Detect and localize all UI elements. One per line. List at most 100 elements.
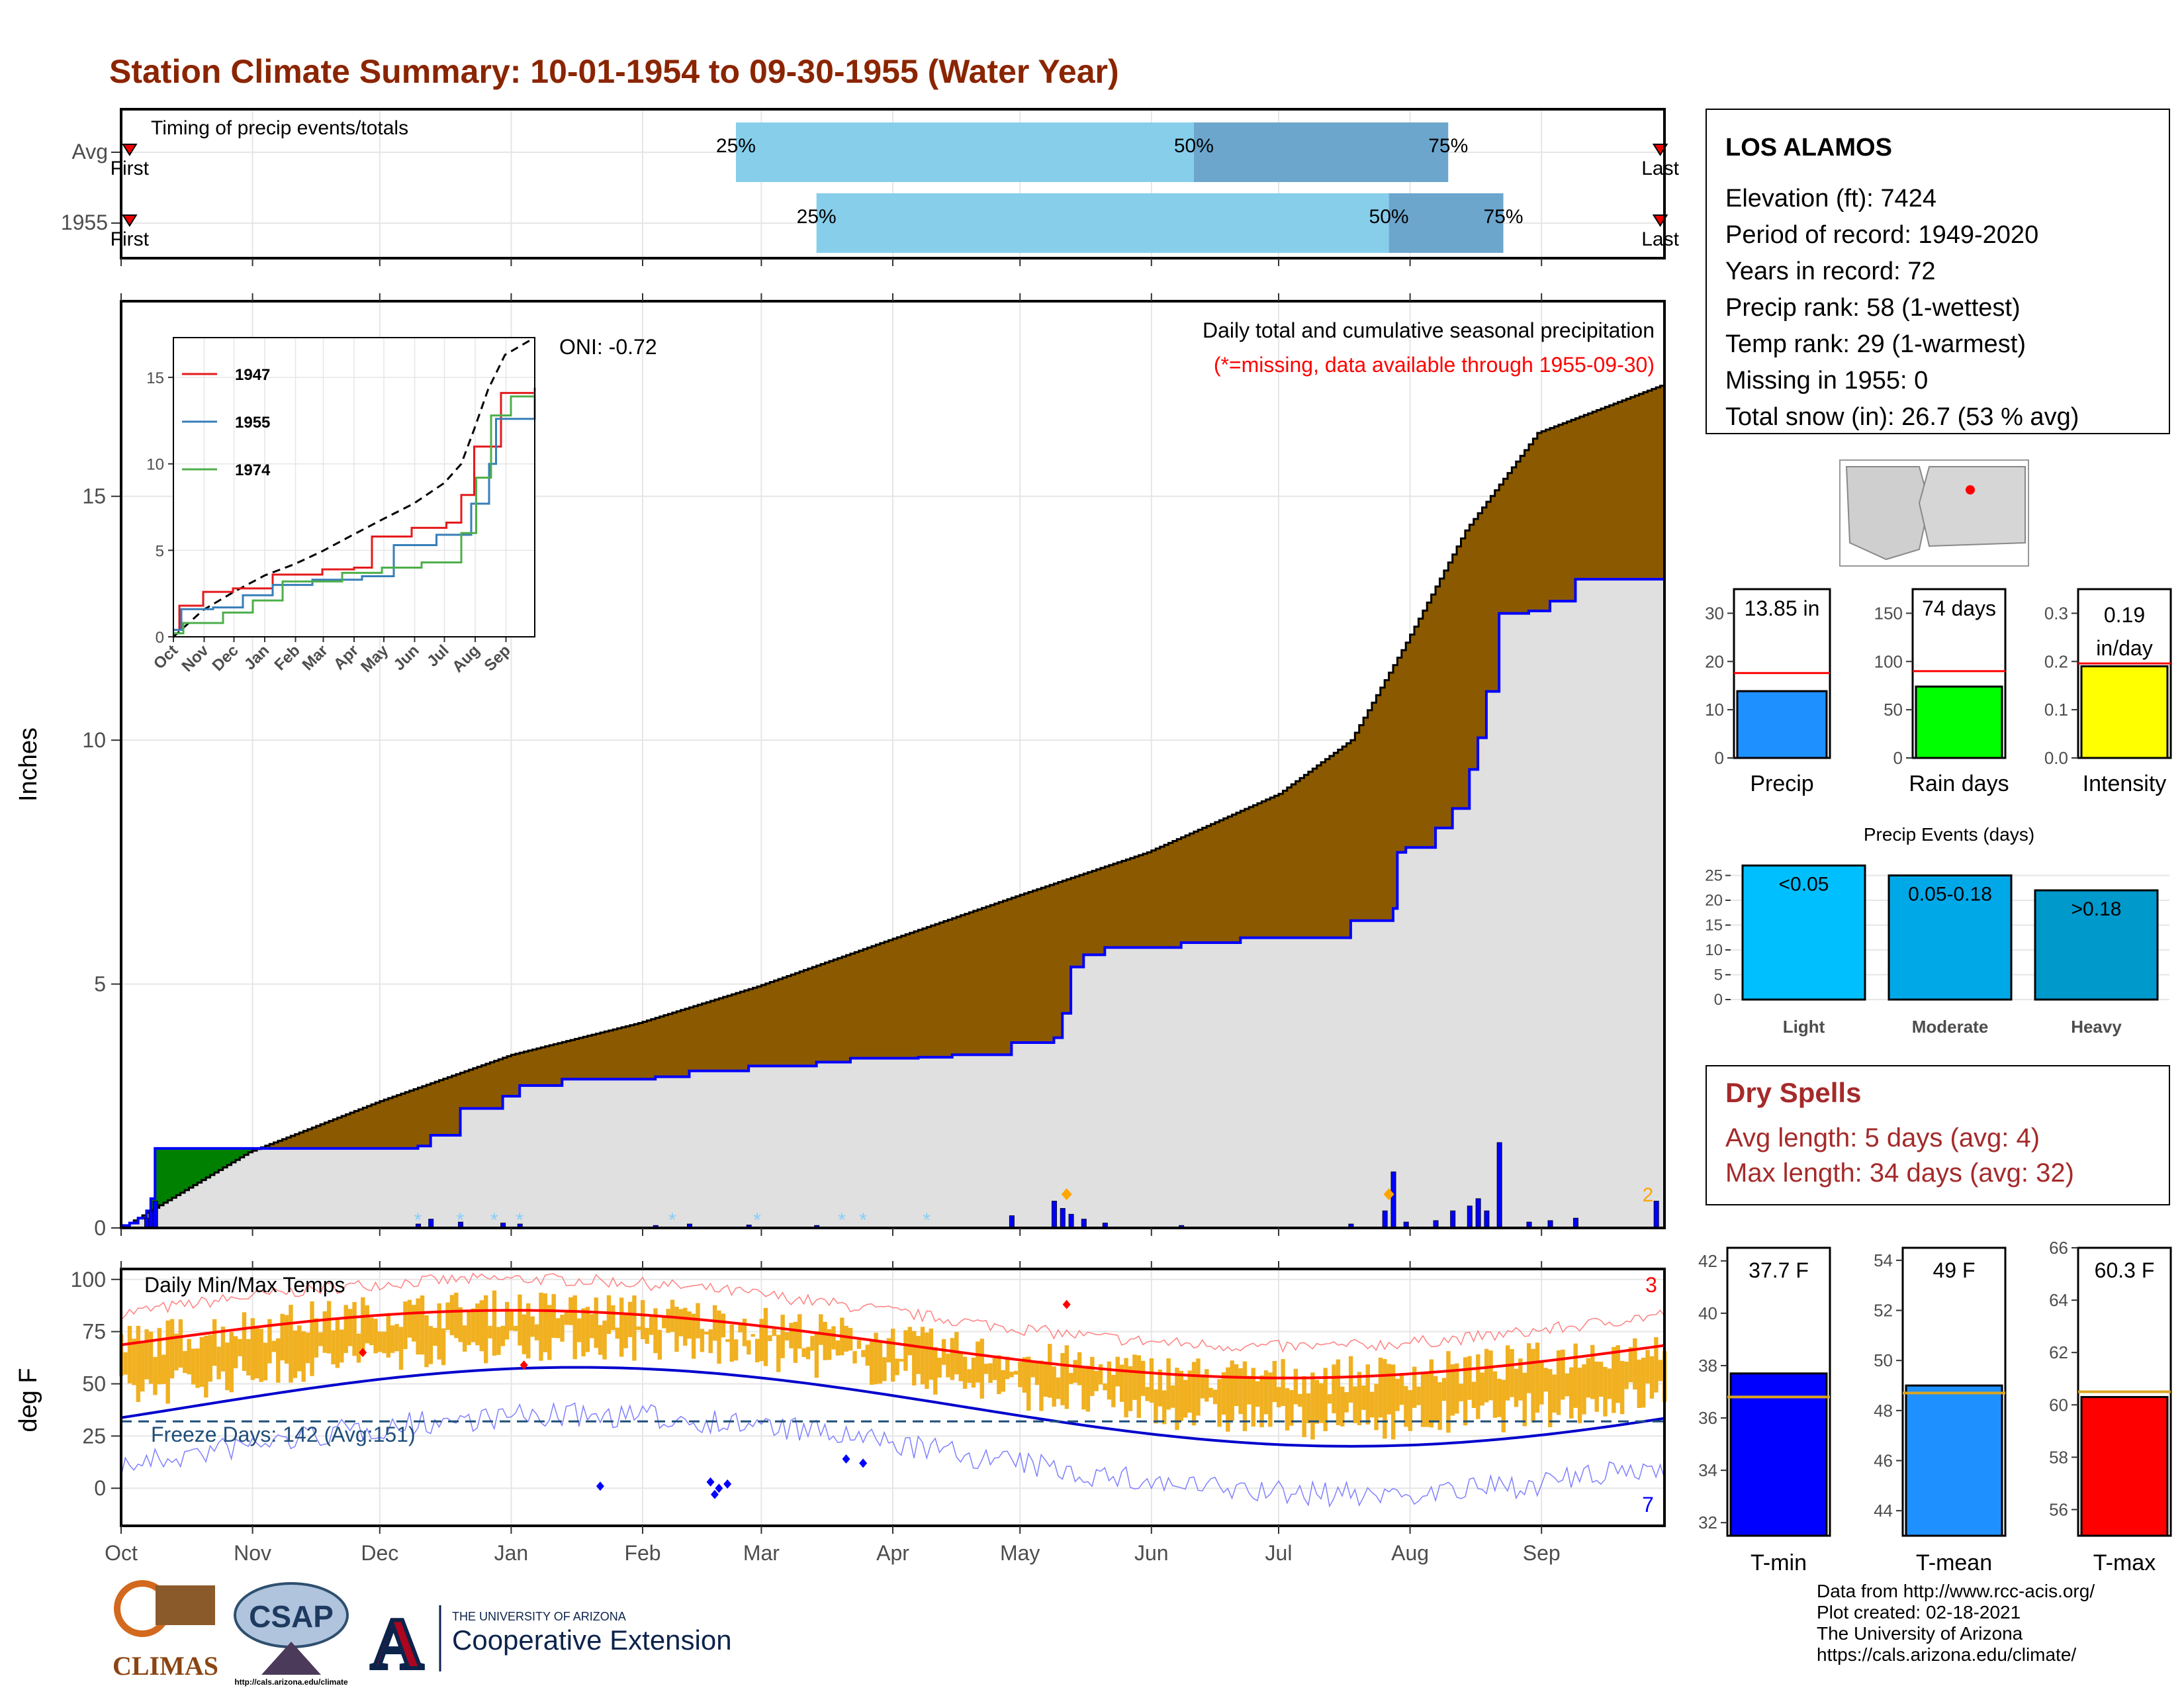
daily-temp-bar bbox=[708, 1329, 713, 1354]
daily-temp-bar bbox=[683, 1307, 688, 1346]
daily-temp-bar bbox=[1637, 1359, 1641, 1409]
timing-pct-label: 50% bbox=[1174, 135, 1214, 157]
daily-temp-bar bbox=[1085, 1366, 1091, 1412]
precip-ytick-label: 10 bbox=[82, 728, 106, 752]
daily-temp-bar bbox=[513, 1325, 518, 1331]
daily-temp-bar bbox=[1158, 1369, 1163, 1407]
daily-temp-bar bbox=[1556, 1350, 1561, 1415]
daily-temp-bar bbox=[763, 1307, 768, 1366]
mini-bar-ytick-label: 100 bbox=[1874, 651, 1903, 671]
temp-month-label: Apr bbox=[876, 1541, 909, 1565]
events-bar-label: 0.05-0.18 bbox=[1908, 884, 1992, 906]
mini-bar-ytick-label: 20 bbox=[1705, 651, 1724, 671]
daily-temp-bar bbox=[835, 1340, 841, 1356]
daily-precip-bar bbox=[1068, 1213, 1074, 1229]
daily-temp-bar bbox=[169, 1319, 175, 1379]
daily-precip-bar bbox=[1060, 1208, 1066, 1229]
daily-precip-bar bbox=[1051, 1200, 1057, 1229]
record-low-marker bbox=[842, 1454, 850, 1464]
daily-temp-bar bbox=[717, 1310, 721, 1364]
mini-bar-ytick-label: 0.1 bbox=[2044, 700, 2068, 720]
precip-deficit-area bbox=[121, 384, 1664, 1228]
daily-temp-bar bbox=[941, 1338, 946, 1365]
daily-temp-bar bbox=[212, 1319, 217, 1366]
daily-temp-bar bbox=[1187, 1370, 1192, 1413]
csap-logo-text: CSAP bbox=[249, 1599, 334, 1634]
events-bar-label: >0.18 bbox=[2071, 898, 2122, 920]
precip-ylabel: Inches bbox=[15, 727, 42, 802]
temp-summary-ytick-label: 48 bbox=[1874, 1401, 1893, 1421]
temp-summary-ytick-label: 32 bbox=[1698, 1513, 1717, 1532]
daily-temp-bar bbox=[560, 1315, 565, 1342]
first-event-label: First bbox=[111, 158, 150, 179]
summary-sidebar: LOS ALAMOS Elevation (ft): 7424 Period of … bbox=[1698, 109, 2172, 1575]
daily-temp-bar bbox=[377, 1331, 383, 1352]
daily-temp-bar bbox=[1429, 1359, 1434, 1428]
daily-temp-bar bbox=[1013, 1371, 1019, 1375]
avg-max-line bbox=[120, 1309, 1665, 1380]
events-ytick-label: 15 bbox=[1705, 917, 1723, 935]
daily-temp-bar bbox=[1200, 1374, 1205, 1399]
daily-temp-bar bbox=[780, 1315, 785, 1358]
daily-temp-bar bbox=[827, 1329, 832, 1360]
daily-temp-bar bbox=[204, 1335, 208, 1398]
daily-temp-bar bbox=[1459, 1383, 1463, 1401]
daily-temp-bar bbox=[1263, 1370, 1269, 1415]
daily-temp-bar bbox=[831, 1326, 836, 1350]
daily-precip-bar bbox=[1450, 1210, 1456, 1229]
daily-temp-bar bbox=[424, 1315, 429, 1368]
daily-temp-bar bbox=[1607, 1368, 1612, 1399]
daily-temp-bar bbox=[1098, 1364, 1103, 1385]
daily-temp-bar bbox=[856, 1340, 862, 1349]
temp-title: Daily Min/Max Temps bbox=[144, 1273, 345, 1297]
daily-temp-bar bbox=[1259, 1375, 1264, 1428]
daily-temp-bar bbox=[1510, 1348, 1514, 1397]
daily-temp-bar bbox=[123, 1352, 128, 1375]
daily-temp-bar bbox=[318, 1332, 323, 1346]
daily-temp-bar bbox=[1136, 1355, 1141, 1418]
daily-temp-bar bbox=[390, 1325, 395, 1353]
temp-summary-category: T-max bbox=[2093, 1550, 2156, 1575]
temp-summary-ytick-label: 42 bbox=[1698, 1251, 1717, 1271]
daily-temp-bar bbox=[594, 1297, 598, 1348]
daily-temp-bar bbox=[606, 1295, 612, 1335]
daily-temp-bar bbox=[229, 1332, 234, 1393]
snow-marker: * bbox=[859, 1209, 867, 1231]
temp-month-label: Jan bbox=[494, 1541, 529, 1565]
daily-temp-bar bbox=[823, 1321, 827, 1360]
daily-temp-bar bbox=[992, 1358, 997, 1380]
timing-pct-label: 75% bbox=[1484, 206, 1524, 228]
daily-temp-bar bbox=[687, 1311, 692, 1339]
daily-temp-bar bbox=[144, 1329, 149, 1380]
daily-temp-bar bbox=[1450, 1364, 1455, 1416]
daily-temp-bar bbox=[1149, 1358, 1154, 1403]
daily-temp-bar bbox=[326, 1301, 332, 1354]
snow-marker: * bbox=[923, 1209, 931, 1231]
daily-temp-bar bbox=[572, 1295, 577, 1360]
daily-temp-bar bbox=[1514, 1368, 1519, 1407]
record-high-marker bbox=[1062, 1299, 1071, 1309]
timing-pct-label: 75% bbox=[1428, 135, 1468, 157]
inset-average-line bbox=[172, 336, 535, 638]
temp-month-label: Jul bbox=[1265, 1541, 1293, 1565]
logos: CLIMAS CSAP http://cals.arizona.edu/climat… bbox=[113, 1580, 732, 1687]
daily-temp-bar bbox=[551, 1293, 556, 1338]
daily-precip-bar bbox=[1009, 1215, 1015, 1229]
daily-temp-bar bbox=[1005, 1356, 1010, 1380]
temp-month-label: Dec bbox=[361, 1541, 398, 1565]
inset-series-line bbox=[173, 397, 536, 632]
daily-temp-bar bbox=[789, 1323, 794, 1348]
daily-temp-bar bbox=[1230, 1360, 1234, 1421]
mini-bar-ytick-label: 0 bbox=[1715, 748, 1724, 768]
temp-summary-ytick-label: 38 bbox=[1698, 1356, 1717, 1376]
daily-temp-bar bbox=[976, 1341, 980, 1383]
daily-temp-bar bbox=[1009, 1372, 1014, 1378]
daily-temp-bar bbox=[420, 1295, 425, 1355]
daily-temp-bar bbox=[805, 1346, 811, 1360]
daily-temp-bar bbox=[1522, 1372, 1527, 1427]
daily-temp-bar bbox=[297, 1325, 302, 1372]
ua-logo-mark: A bbox=[371, 1603, 423, 1684]
inset-series-line bbox=[173, 387, 536, 632]
daily-temp-bar bbox=[347, 1309, 353, 1346]
